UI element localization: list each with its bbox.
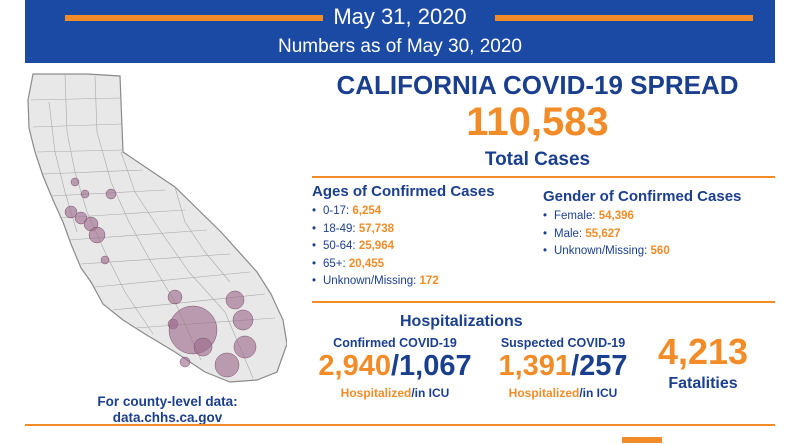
- case-bubble: [100, 255, 110, 265]
- confirmed-caption: Hospitalized/in ICU: [340, 386, 450, 400]
- case-bubble: [179, 356, 191, 368]
- fatalities-label: Fatalities: [668, 375, 738, 392]
- divider-middle: [312, 301, 775, 303]
- suspected-hospitalized-count: 1,391: [498, 350, 572, 382]
- county-data-line1: For county-level data:: [97, 394, 238, 409]
- bullet-icon: •: [543, 245, 548, 257]
- case-bubble: [64, 205, 78, 219]
- divider-top: [312, 176, 775, 178]
- banner-accent-right: [495, 15, 753, 21]
- case-bubble: [225, 290, 245, 310]
- footer-logo-mark: [622, 437, 662, 443]
- case-bubble: [80, 189, 90, 199]
- banner-accent-left: [65, 15, 323, 21]
- slash-separator: /: [390, 350, 400, 382]
- california-map-graphic: [27, 73, 288, 383]
- suspected-icu-count: 257: [579, 350, 628, 382]
- case-bubble: [233, 335, 257, 359]
- list-item: • Unknown/Missing: 560: [543, 245, 670, 257]
- case-bubble: [193, 337, 213, 357]
- numbers-as-of: Numbers as of May 30, 2020: [278, 36, 522, 57]
- divider-bottom: [25, 424, 775, 426]
- county-data-url[interactable]: data.chhs.ca.gov: [112, 410, 223, 425]
- bullet-icon: •: [312, 275, 317, 287]
- page-title: CALIFORNIA COVID-19 SPREAD: [336, 70, 739, 100]
- case-bubble: [105, 188, 117, 200]
- list-item: • Male: 55,627: [543, 227, 621, 240]
- case-bubble: [88, 226, 106, 244]
- gender-section-title: Gender of Confirmed Cases: [543, 188, 742, 205]
- bullet-icon: •: [543, 210, 548, 222]
- bullet-icon: •: [312, 257, 317, 270]
- confirmed-heading: Confirmed COVID-19: [333, 336, 457, 350]
- hospitalizations-title: Hospitalizations: [400, 313, 523, 330]
- california-county-map: [25, 72, 288, 384]
- confirmed-hospital-icu-figures: 2,940/1,067: [300, 350, 490, 383]
- case-bubble: [214, 352, 240, 378]
- ages-list: • 0-17: 6,254 • 18-49: 57,738 • 50-64: 25,9…: [312, 205, 439, 293]
- list-item: • Unknown/Missing: 172: [312, 275, 439, 287]
- bullet-icon: •: [312, 240, 317, 252]
- total-cases-label: Total Cases: [484, 149, 591, 170]
- case-bubble: [70, 177, 80, 187]
- confirmed-hospitalized-count: 2,940: [318, 350, 391, 382]
- bullet-icon: •: [543, 227, 548, 240]
- list-item: • 50-64: 25,964: [312, 240, 394, 252]
- list-item: • 65+: 20,455: [312, 257, 385, 270]
- confirmed-icu-count: 1,067: [399, 350, 472, 382]
- case-bubble: [232, 309, 254, 331]
- county-data-link[interactable]: For county-level data: data.chhs.ca.gov: [70, 394, 265, 426]
- bullet-icon: •: [312, 205, 317, 217]
- case-bubbles: [64, 177, 257, 378]
- list-item: • Female: 54,396: [543, 210, 634, 222]
- suspected-caption: Hospitalized/in ICU: [508, 386, 618, 400]
- suspected-heading: Suspected COVID-19: [500, 336, 626, 350]
- suspected-hospital-icu-figures: 1,391/257: [468, 350, 658, 383]
- slash-separator: /: [571, 350, 580, 382]
- total-cases-count: 110,583: [466, 100, 609, 144]
- list-item: • 18-49: 57,738: [312, 222, 394, 235]
- bullet-icon: •: [312, 222, 317, 235]
- ages-section-title: Ages of Confirmed Cases: [312, 183, 495, 200]
- case-bubble: [167, 289, 183, 305]
- header-banner: May 31, 2020 Numbers as of May 30, 2020: [25, 0, 775, 63]
- fatalities-count: 4,213: [657, 331, 749, 372]
- report-date: May 31, 2020: [333, 4, 467, 29]
- gender-list: • Female: 54,396 • Male: 55,627 • Unknown/M…: [543, 210, 670, 263]
- list-item: • 0-17: 6,254: [312, 205, 382, 217]
